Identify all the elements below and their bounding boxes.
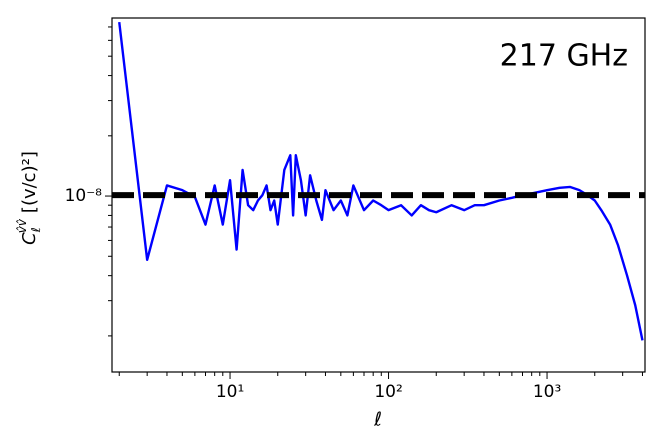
x-tick-label: 10³ — [533, 382, 561, 402]
y-label-sup: v̂v̂ — [15, 218, 29, 233]
x-tick-label: 10² — [374, 382, 402, 402]
plot-area — [112, 21, 645, 341]
data-line — [118, 21, 644, 341]
x-axis-label: ℓ — [373, 409, 382, 431]
y-label-sub: ℓ — [29, 227, 43, 233]
axes-frame — [111, 17, 646, 373]
y-label-unit: [(v/c)²] — [19, 151, 40, 213]
y-tick-label: 10⁻⁸ — [65, 186, 103, 206]
y-axis-label: Cℓv̂v̂ [(v/c)²] — [15, 151, 43, 245]
annotation: 217 GHz — [500, 39, 628, 74]
y-label-symbol: C — [19, 232, 40, 245]
x-tick-label: 10¹ — [216, 382, 244, 402]
